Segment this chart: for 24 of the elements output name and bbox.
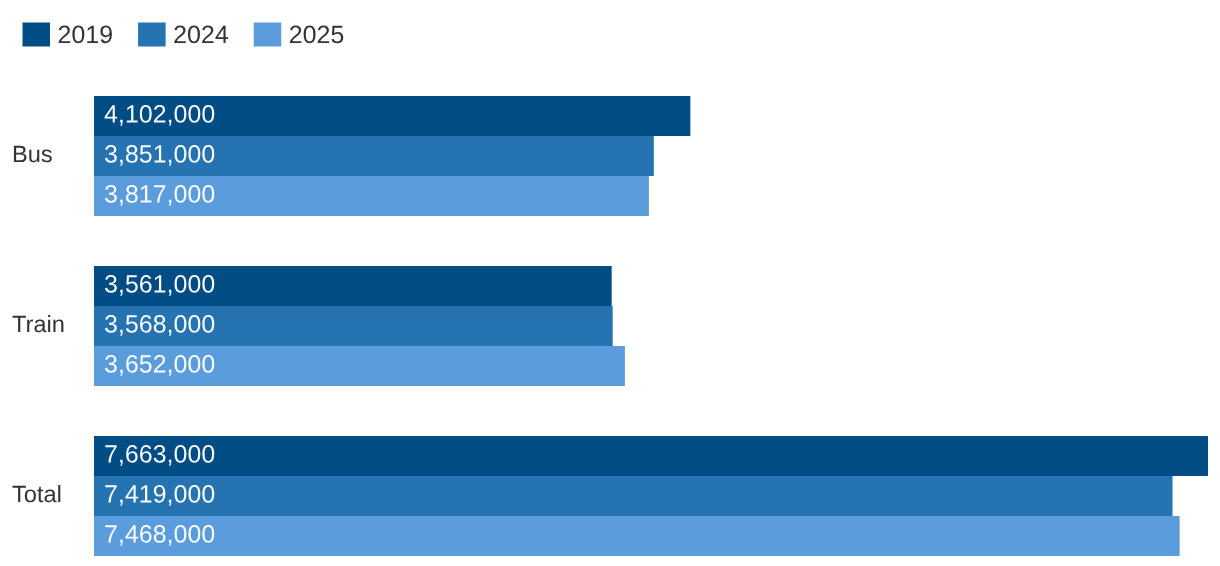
data-label: 3,568,000 bbox=[104, 315, 215, 336]
bar bbox=[94, 516, 1180, 556]
y-tick-label: Total bbox=[12, 484, 61, 503]
legend-label: 2024 bbox=[174, 25, 228, 44]
data-label: 7,663,000 bbox=[105, 445, 215, 466]
bar bbox=[94, 176, 649, 216]
bar bbox=[94, 306, 613, 346]
data-label: 3,561,000 bbox=[104, 275, 215, 296]
bar bbox=[94, 136, 654, 176]
data-label: 3,652,000 bbox=[104, 355, 215, 376]
data-label: 3,817,000 bbox=[104, 185, 215, 206]
bar bbox=[94, 476, 1173, 516]
y-tick-label: Train bbox=[12, 314, 64, 333]
data-label: 4,102,000 bbox=[104, 105, 215, 126]
bar bbox=[94, 346, 625, 386]
bar bbox=[94, 96, 691, 136]
bar bbox=[94, 266, 612, 306]
data-label: 7,468,000 bbox=[105, 525, 215, 546]
y-tick-label: Bus bbox=[13, 145, 52, 163]
legend-label: 2019 bbox=[58, 25, 112, 44]
data-label: 7,419,000 bbox=[105, 485, 215, 506]
bar bbox=[94, 436, 1208, 476]
data-label: 3,851,000 bbox=[104, 145, 215, 166]
legend-label: 2025 bbox=[289, 25, 344, 44]
